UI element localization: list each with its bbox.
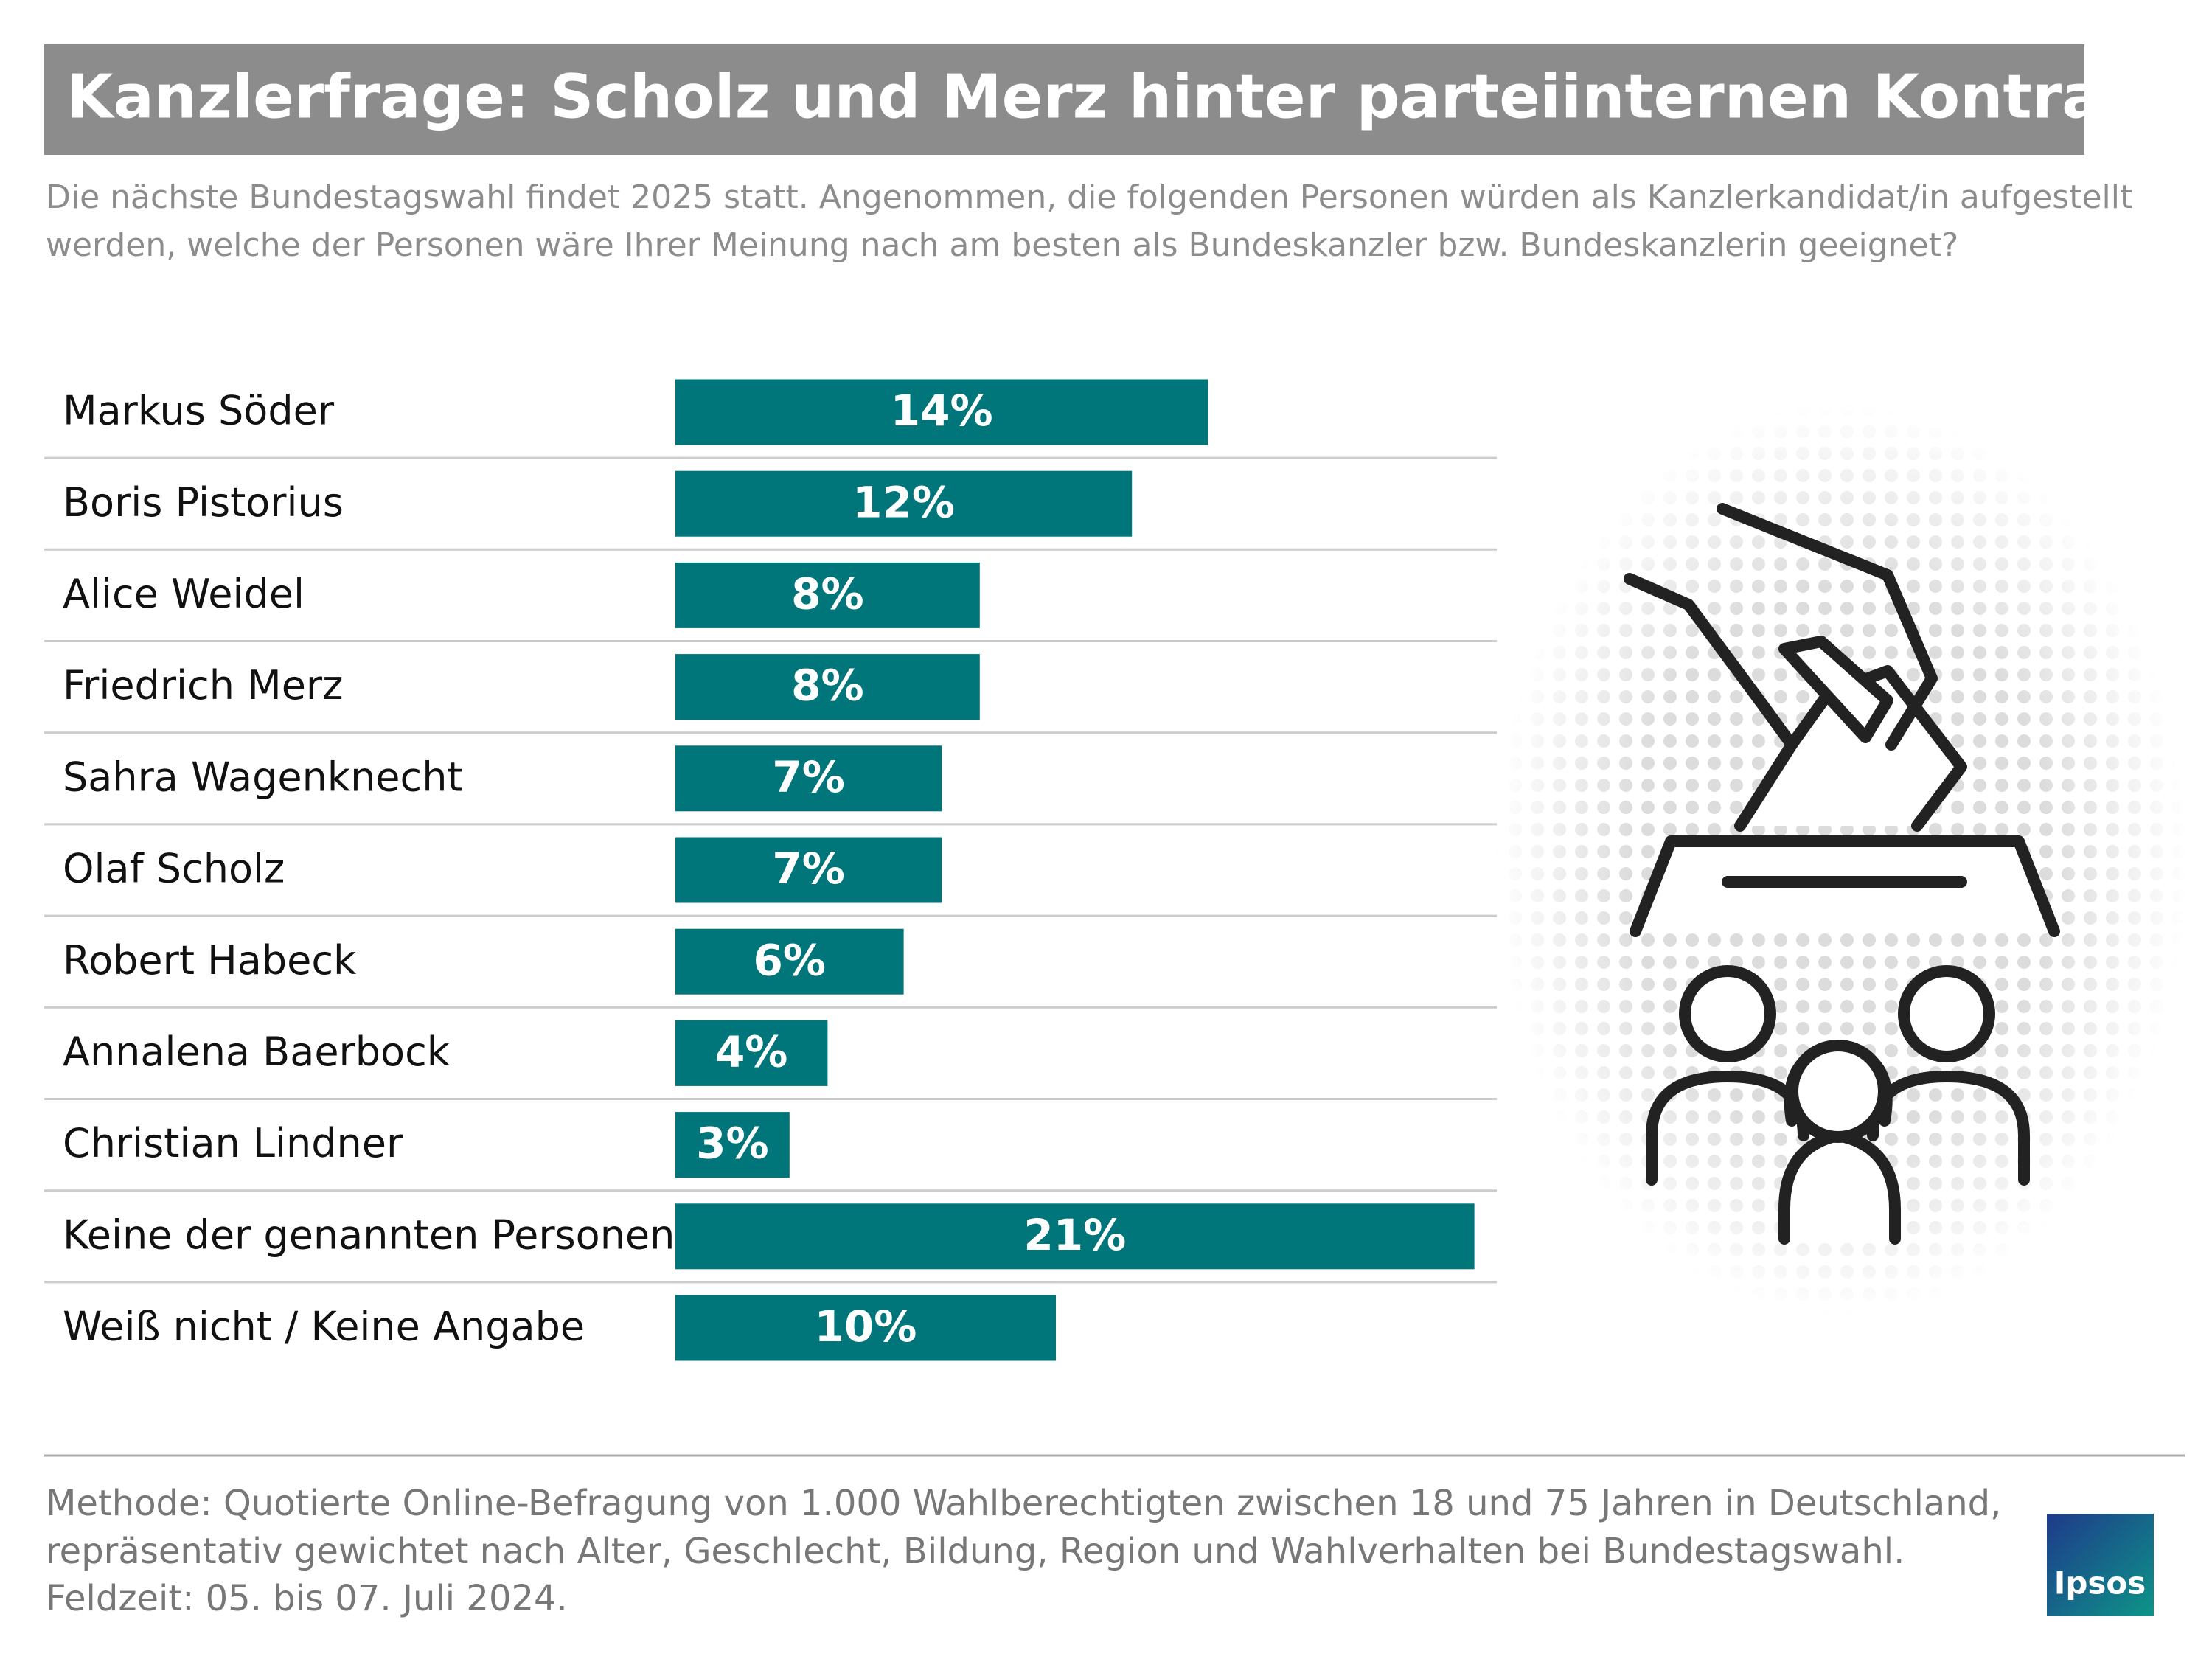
category-label: Christian Lindner [63,1120,403,1166]
value-label: 7% [772,844,844,894]
bar [675,379,1208,445]
method-note: Methode: Quotierte Online-Befragung von … [46,1483,2001,1524]
method-note: repräsentativ gewichtet nach Alter, Gesc… [46,1531,1905,1572]
bar [675,470,1133,537]
subtitle: Die nächste Bundestagswahl findet 2025 s… [46,178,2132,216]
category-label: Sahra Wagenknecht [63,754,463,800]
value-label: 4% [715,1027,787,1077]
subtitle: werden, welche der Personen wäre Ihrer M… [46,226,1958,264]
category-label: Friedrich Merz [63,662,343,709]
bar [675,1112,790,1178]
value-label: 7% [772,752,844,802]
value-label: 21% [1023,1210,1126,1260]
value-label: 12% [852,477,955,527]
category-label: Olaf Scholz [63,846,285,892]
value-label: 8% [791,569,863,619]
category-label: Boris Pistorius [63,479,344,526]
logo: Ipsos [2054,1565,2146,1601]
logo-box [2047,1514,2154,1616]
bar [675,745,942,812]
chart-title: Kanzlerfrage: Scholz und Merz hinter par… [66,62,2212,132]
value-label: 6% [754,935,826,985]
bar [675,1295,1056,1361]
category-label: Alice Weidel [63,571,305,617]
category-label: Markus Söder [63,388,335,434]
value-label: 3% [696,1119,768,1169]
bar [675,562,980,628]
illustration [1497,398,2190,1320]
bar [675,837,942,903]
value-label: 14% [891,386,993,436]
category-label: Annalena Baerbock [63,1029,451,1075]
method-note: Feldzeit: 05. bis 07. Juli 2024. [46,1578,568,1619]
value-label: 10% [815,1301,917,1352]
category-label: Robert Habeck [63,937,357,984]
title-box [44,44,2084,155]
value-label: 8% [791,661,863,711]
bar [675,654,980,720]
bar [675,1020,828,1086]
category-label: Weiß nicht / Keine Angabe [63,1304,585,1350]
category-label: Keine der genannten Personen [63,1211,675,1258]
bar [675,1203,1475,1270]
bar [675,928,904,995]
